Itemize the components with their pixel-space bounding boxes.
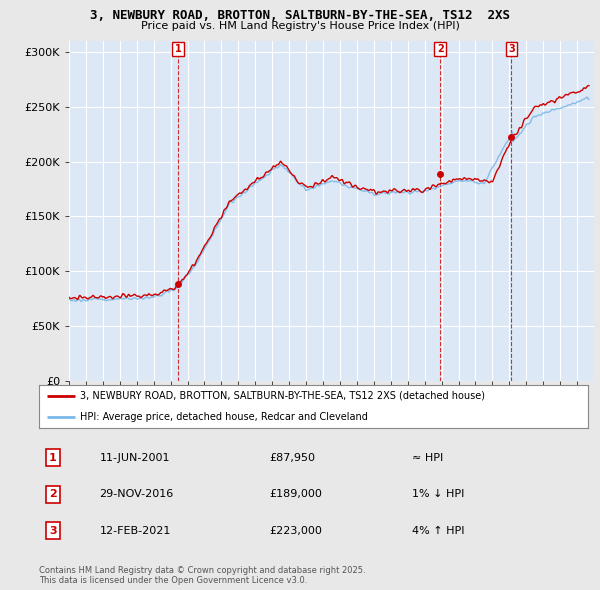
Text: 3: 3 (49, 526, 56, 536)
Text: Price paid vs. HM Land Registry's House Price Index (HPI): Price paid vs. HM Land Registry's House … (140, 21, 460, 31)
Text: 1: 1 (175, 44, 181, 54)
Text: 12-FEB-2021: 12-FEB-2021 (100, 526, 171, 536)
Text: 2: 2 (49, 489, 56, 499)
Text: 1: 1 (49, 453, 56, 463)
Text: £223,000: £223,000 (269, 526, 322, 536)
Text: Contains HM Land Registry data © Crown copyright and database right 2025.
This d: Contains HM Land Registry data © Crown c… (39, 566, 365, 585)
Text: 3: 3 (508, 44, 515, 54)
Text: 29-NOV-2016: 29-NOV-2016 (100, 489, 173, 499)
Text: £189,000: £189,000 (269, 489, 322, 499)
Text: 11-JUN-2001: 11-JUN-2001 (100, 453, 170, 463)
Text: 1% ↓ HPI: 1% ↓ HPI (412, 489, 464, 499)
Text: HPI: Average price, detached house, Redcar and Cleveland: HPI: Average price, detached house, Redc… (80, 412, 368, 422)
Text: 3, NEWBURY ROAD, BROTTON, SALTBURN-BY-THE-SEA, TS12 2XS (detached house): 3, NEWBURY ROAD, BROTTON, SALTBURN-BY-TH… (80, 391, 485, 401)
Text: ≈ HPI: ≈ HPI (412, 453, 443, 463)
Text: 2: 2 (437, 44, 443, 54)
Text: £87,950: £87,950 (269, 453, 316, 463)
Text: 4% ↑ HPI: 4% ↑ HPI (412, 526, 465, 536)
Text: 3, NEWBURY ROAD, BROTTON, SALTBURN-BY-THE-SEA, TS12  2XS: 3, NEWBURY ROAD, BROTTON, SALTBURN-BY-TH… (90, 9, 510, 22)
